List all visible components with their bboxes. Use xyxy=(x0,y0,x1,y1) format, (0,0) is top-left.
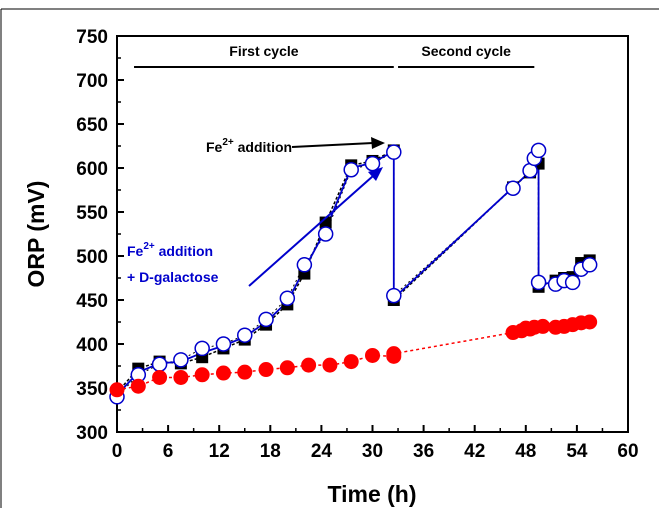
y-tick-label: 750 xyxy=(76,27,108,48)
x-tick-label: 6 xyxy=(163,441,174,462)
y-tick-label: 550 xyxy=(76,203,108,224)
marker-open-circle xyxy=(296,257,313,273)
marker-red-circle xyxy=(365,347,380,363)
svg-text:Fe2+ addition: Fe2+ addition xyxy=(206,137,292,155)
marker-red-circle xyxy=(258,362,274,378)
marker-open-circle xyxy=(505,180,521,196)
tick-label-group: 0 6 12 18 24 30 36 42 48 54 60 300 350 400 450 500 550 60… xyxy=(76,27,638,462)
cycle-label: Second cycle xyxy=(421,43,511,59)
series-markers xyxy=(109,142,598,405)
annotation-fe-galactose-rest: addition xyxy=(155,243,213,259)
marker-open-circle xyxy=(530,142,547,159)
y-tick-label: 300 xyxy=(76,423,108,444)
y-tick-label: 700 xyxy=(76,71,108,92)
annotation-fe-addition-rest: addition xyxy=(234,139,292,155)
marker-open-circle xyxy=(151,356,168,372)
marker-open-circle xyxy=(279,290,296,306)
marker-open-circle xyxy=(237,327,253,343)
annotation-fe-galactose-sup: 2+ xyxy=(143,241,155,252)
marker-open-circle xyxy=(258,311,274,328)
marker-red-circle xyxy=(535,318,551,334)
y-axis-title: ORP (mV) xyxy=(23,181,49,288)
y-tick-label: 500 xyxy=(76,247,108,268)
annotation-fe-addition-arrowhead xyxy=(371,137,385,149)
x-tick-label: 48 xyxy=(515,441,536,462)
x-tick-label: 36 xyxy=(413,441,434,462)
marker-open-circle xyxy=(343,162,359,178)
annotation-fe-galactose-main: Fe xyxy=(127,243,144,259)
marker-open-circle xyxy=(173,352,189,368)
annotation-fe-addition-main: Fe xyxy=(206,139,223,155)
annotation-fe-galactose-arrowhead xyxy=(368,167,383,181)
x-tick-label: 18 xyxy=(260,441,281,462)
marker-red-circle xyxy=(215,365,231,381)
y-tick-label: 350 xyxy=(76,379,108,400)
x-tick-label: 24 xyxy=(311,441,333,462)
marker-red-circle xyxy=(582,314,598,330)
marker-red-circle xyxy=(130,378,146,394)
x-tick-label: 42 xyxy=(464,441,485,462)
annotation-fe-galactose: Fe2+ addition + D-galactose xyxy=(127,167,383,287)
marker-red-circle xyxy=(109,382,125,398)
x-tick-label: 12 xyxy=(209,441,230,462)
marker-red-circle xyxy=(152,369,168,385)
y-tick-label: 400 xyxy=(76,335,108,356)
annotation-fe-addition: Fe2+ addition xyxy=(206,137,385,155)
marker-red-circle xyxy=(279,360,295,376)
marker-open-circle xyxy=(581,257,598,273)
marker-red-circle xyxy=(301,357,317,373)
annotation-fe-galactose-line2: + D-galactose xyxy=(127,269,219,285)
tick-group xyxy=(116,35,629,433)
marker-open-circle xyxy=(194,340,210,357)
marker-red-circle xyxy=(194,367,210,383)
x-axis-title: Time (h) xyxy=(327,481,416,507)
x-tick-label: 30 xyxy=(362,441,383,462)
marker-open-circle xyxy=(317,226,334,242)
marker-red-circle xyxy=(322,357,338,373)
y-tick-label: 600 xyxy=(76,159,108,180)
x-tick-label: 60 xyxy=(617,441,638,462)
svg-text:Fe2+ addition: Fe2+ addition xyxy=(127,241,213,259)
marker-red-circle xyxy=(237,364,253,380)
y-tick-label: 650 xyxy=(76,115,108,136)
marker-red-circle xyxy=(343,354,359,370)
cycle-label: First cycle xyxy=(229,43,298,59)
marker-red-circle xyxy=(386,346,402,362)
marker-red-circle xyxy=(173,369,189,385)
plot-area xyxy=(116,35,629,433)
annotation-fe-addition-arrow xyxy=(291,142,374,148)
annotation-fe-galactose-arrow xyxy=(248,175,374,287)
marker-open-circle xyxy=(386,287,402,304)
annotation-fe-addition-sup: 2+ xyxy=(222,137,234,148)
x-tick-label: 0 xyxy=(112,441,123,462)
marker-open-circle xyxy=(530,274,547,291)
marker-open-circle xyxy=(386,144,402,160)
marker-open-circle xyxy=(564,274,581,291)
x-tick-label: 54 xyxy=(566,441,588,462)
marker-open-circle xyxy=(364,155,381,172)
cycle-markers: First cycle Second cycle xyxy=(134,43,535,68)
y-tick-label: 450 xyxy=(76,291,108,312)
marker-open-circle xyxy=(215,336,232,352)
